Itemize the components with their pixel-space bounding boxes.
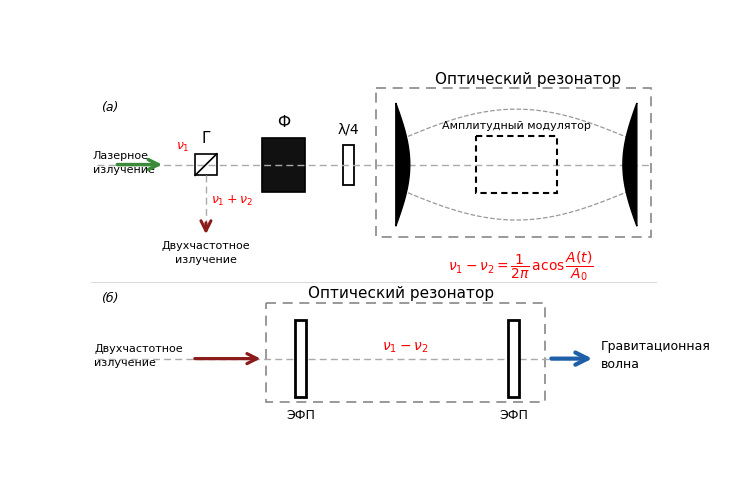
Text: Двухчастотное
излучение: Двухчастотное излучение xyxy=(94,344,183,367)
FancyBboxPatch shape xyxy=(343,144,354,185)
Text: $\nu_1 + \nu_2$: $\nu_1 + \nu_2$ xyxy=(210,194,253,208)
Text: Лазерное
излучение: Лазерное излучение xyxy=(93,152,155,174)
FancyBboxPatch shape xyxy=(262,138,305,191)
Text: ЭФП: ЭФП xyxy=(499,409,528,422)
FancyBboxPatch shape xyxy=(508,320,519,397)
Text: Оптический резонатор: Оптический резонатор xyxy=(308,286,494,301)
Text: Оптический резонатор: Оптический резонатор xyxy=(434,72,620,87)
Text: Двухчастотное
излучение: Двухчастотное излучение xyxy=(161,241,250,265)
Text: $\nu_1 - \nu_2 = \dfrac{1}{2\pi}\,\mathrm{acos}\,\dfrac{A(t)}{A_0}$: $\nu_1 - \nu_2 = \dfrac{1}{2\pi}\,\mathr… xyxy=(448,249,594,283)
Text: ЭФП: ЭФП xyxy=(286,409,315,422)
Text: $\nu_1$: $\nu_1$ xyxy=(176,141,190,154)
Polygon shape xyxy=(623,103,637,226)
FancyBboxPatch shape xyxy=(295,320,306,397)
Text: Амплитудный модулятор: Амплитудный модулятор xyxy=(442,121,591,131)
Text: Г: Г xyxy=(201,131,210,146)
Text: (б): (б) xyxy=(101,292,118,305)
Text: Гравитационная
волна: Гравитационная волна xyxy=(602,340,711,371)
Text: (а): (а) xyxy=(101,101,118,114)
Text: λ/4: λ/4 xyxy=(338,123,359,137)
Polygon shape xyxy=(396,103,410,226)
Text: Ф: Ф xyxy=(277,115,290,130)
Text: $\nu_1 - \nu_2$: $\nu_1 - \nu_2$ xyxy=(382,340,429,355)
